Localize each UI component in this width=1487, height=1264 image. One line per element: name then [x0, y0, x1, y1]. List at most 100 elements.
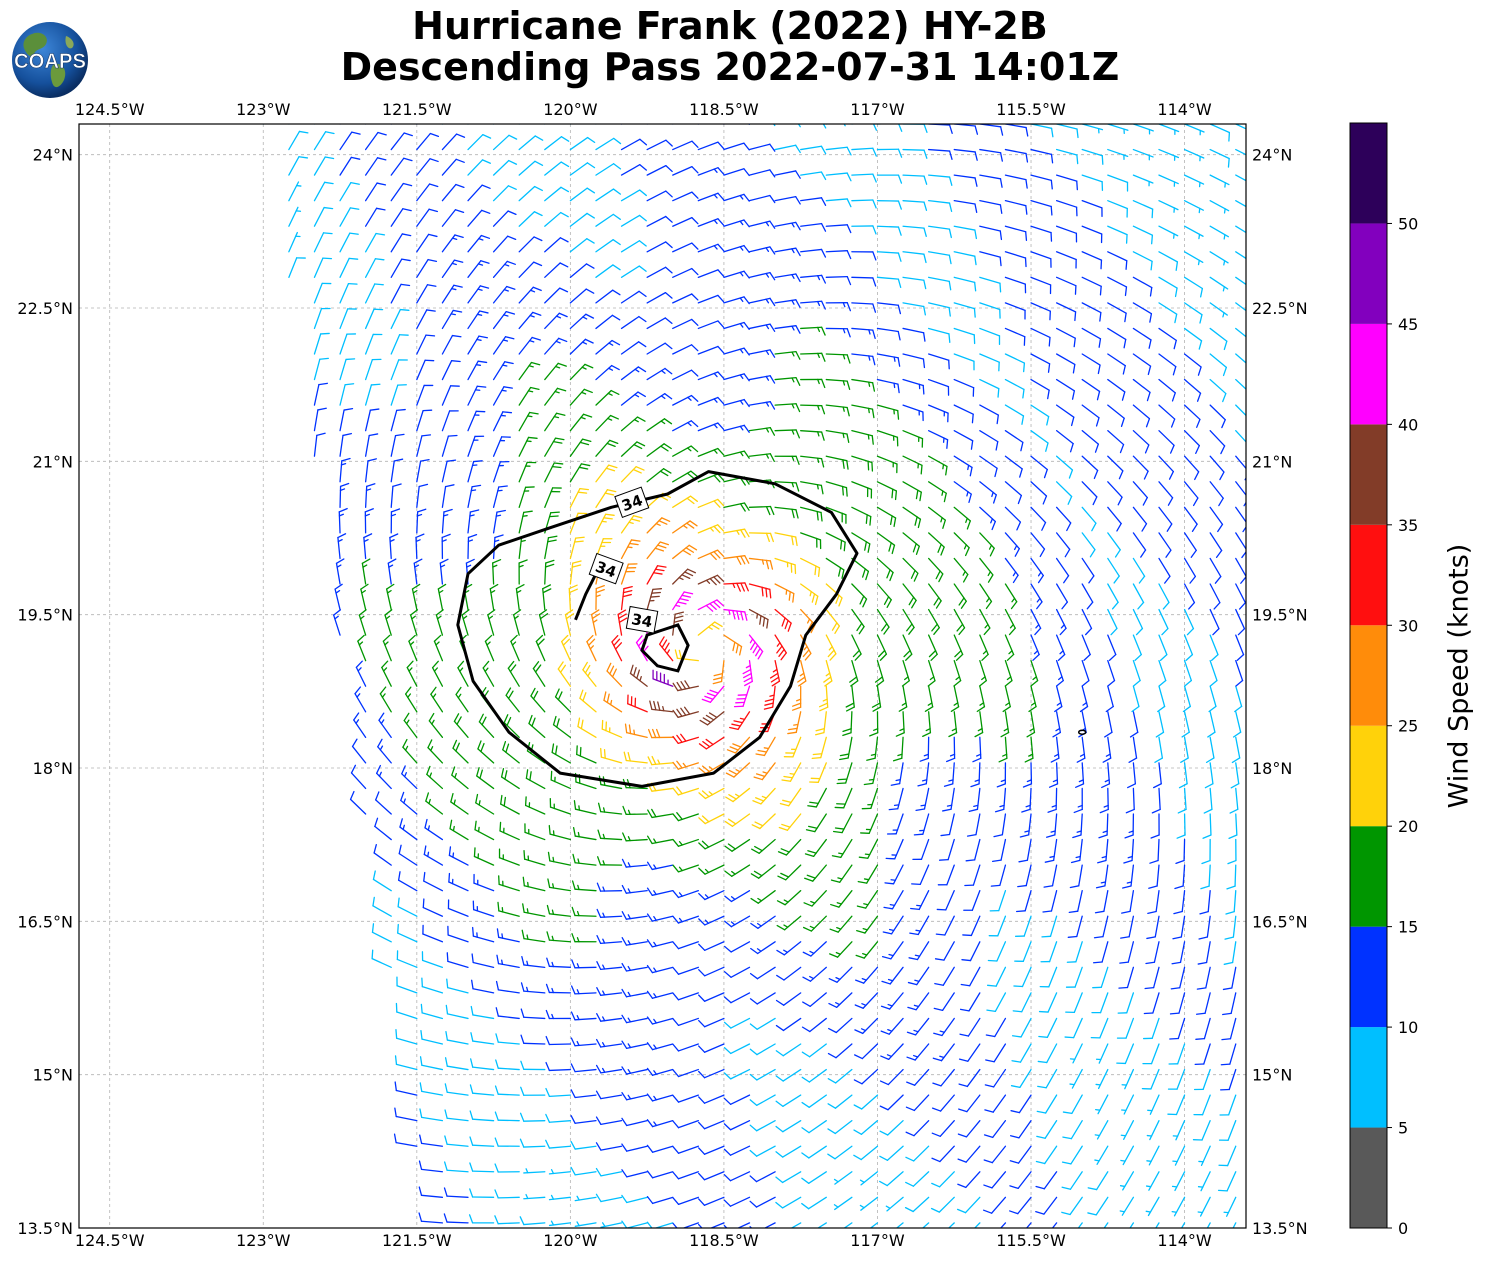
wind-barb	[620, 466, 645, 483]
wind-barb	[467, 484, 482, 508]
wind-barb	[523, 850, 546, 866]
wind-barb	[1235, 608, 1246, 636]
wind-barb	[697, 192, 725, 202]
lon-tick-label-top: 120°W	[543, 100, 598, 119]
wind-barb	[1047, 787, 1058, 813]
wind-barb	[953, 200, 978, 214]
wind-barb	[1208, 685, 1217, 713]
wind-barb	[500, 767, 520, 790]
wind-barb	[544, 387, 567, 406]
wind-barb	[723, 608, 748, 621]
wind-barb	[288, 181, 302, 202]
wind-barb	[1037, 1043, 1058, 1064]
wind-barb	[546, 931, 572, 943]
wind-barb	[1235, 378, 1246, 390]
lat-tick-label-left: 24°N	[33, 146, 73, 165]
wind-barb	[492, 386, 513, 406]
wind-barb	[1097, 838, 1109, 864]
wind-barb	[1154, 736, 1164, 763]
wind-barb	[999, 1222, 1007, 1228]
wind-barb	[574, 1195, 597, 1202]
wind-barb	[1055, 608, 1067, 636]
wind-barb	[839, 736, 853, 761]
wind-barb	[876, 200, 902, 210]
wind-barb	[457, 660, 469, 687]
wind-barb	[774, 196, 801, 205]
wind-barb	[467, 460, 483, 483]
wind-barb	[861, 787, 879, 810]
wind-barb	[843, 1222, 853, 1228]
wind-barb	[801, 1094, 827, 1108]
lon-tick-label-top: 121.5°W	[382, 100, 452, 119]
wind-barb	[520, 982, 546, 994]
wind-barb	[571, 906, 597, 917]
wind-barb	[885, 838, 904, 860]
wind-barb	[364, 458, 377, 483]
wind-barb	[646, 139, 673, 151]
wind-barb	[902, 327, 926, 342]
wind-barb	[1146, 1145, 1160, 1166]
wind-barb	[801, 1017, 827, 1033]
wind-barb	[672, 394, 699, 406]
wind-barb	[1125, 787, 1135, 814]
wind-barb	[629, 664, 648, 687]
wind-barb	[953, 225, 978, 240]
wind-barb	[595, 489, 617, 508]
wind-barb	[1120, 915, 1135, 939]
wind-barb	[1011, 1017, 1032, 1038]
wind-barb	[851, 378, 876, 392]
wind-barb	[564, 609, 575, 636]
wind-barb	[748, 427, 776, 436]
wind-barb	[928, 200, 953, 212]
wind-barb	[970, 762, 981, 788]
wind-barb	[530, 687, 546, 713]
wind-barb	[1004, 506, 1022, 531]
wind-barb	[958, 1094, 981, 1113]
wind-barb	[545, 1035, 572, 1046]
wind-barb	[831, 838, 853, 859]
wind-barb	[1107, 174, 1129, 192]
wind-barb	[911, 864, 930, 886]
wind-barb	[435, 609, 444, 636]
wind-barb	[924, 685, 934, 712]
wind-barb	[1067, 915, 1083, 938]
wind-barb	[416, 409, 433, 432]
wind-barb	[621, 1040, 648, 1049]
wind-barb	[1158, 174, 1179, 187]
wind-barb	[518, 236, 543, 253]
wind-barb	[851, 225, 877, 235]
wind-barb	[1199, 890, 1211, 915]
wind-barb	[1158, 532, 1172, 558]
wind-barb	[733, 685, 751, 708]
wind-barb	[672, 267, 699, 278]
wind-barb	[774, 403, 801, 413]
wind-barb	[371, 949, 392, 968]
wind-barb	[1143, 992, 1160, 1015]
wind-barb	[518, 361, 541, 381]
wind-barb	[748, 453, 775, 463]
wind-barb	[1022, 762, 1033, 788]
wind-barb	[1081, 148, 1104, 165]
wind-barb	[1224, 915, 1237, 940]
wind-barb	[672, 890, 699, 899]
wind-barb	[441, 385, 460, 406]
wind-barb	[487, 609, 496, 636]
wind-barb	[577, 717, 597, 738]
wind-barb	[928, 404, 949, 423]
lon-tick-label-top: 114°W	[1157, 100, 1212, 119]
wind-barb	[495, 980, 520, 994]
wind-barb	[1081, 302, 1102, 322]
wind-barb	[748, 375, 776, 384]
wind-barb	[1095, 864, 1109, 889]
wind-barb	[979, 634, 989, 661]
wind-barb	[1183, 251, 1204, 266]
wind-barb	[985, 1043, 1007, 1063]
wind-barb	[1107, 276, 1128, 297]
wind-barb	[470, 1032, 495, 1045]
wind-barb	[505, 687, 520, 713]
wind-barb	[419, 1108, 444, 1122]
wind-barb	[1158, 353, 1177, 376]
wind-barb	[833, 1171, 853, 1185]
wind-barb	[1043, 864, 1058, 888]
wind-barb	[953, 174, 978, 187]
